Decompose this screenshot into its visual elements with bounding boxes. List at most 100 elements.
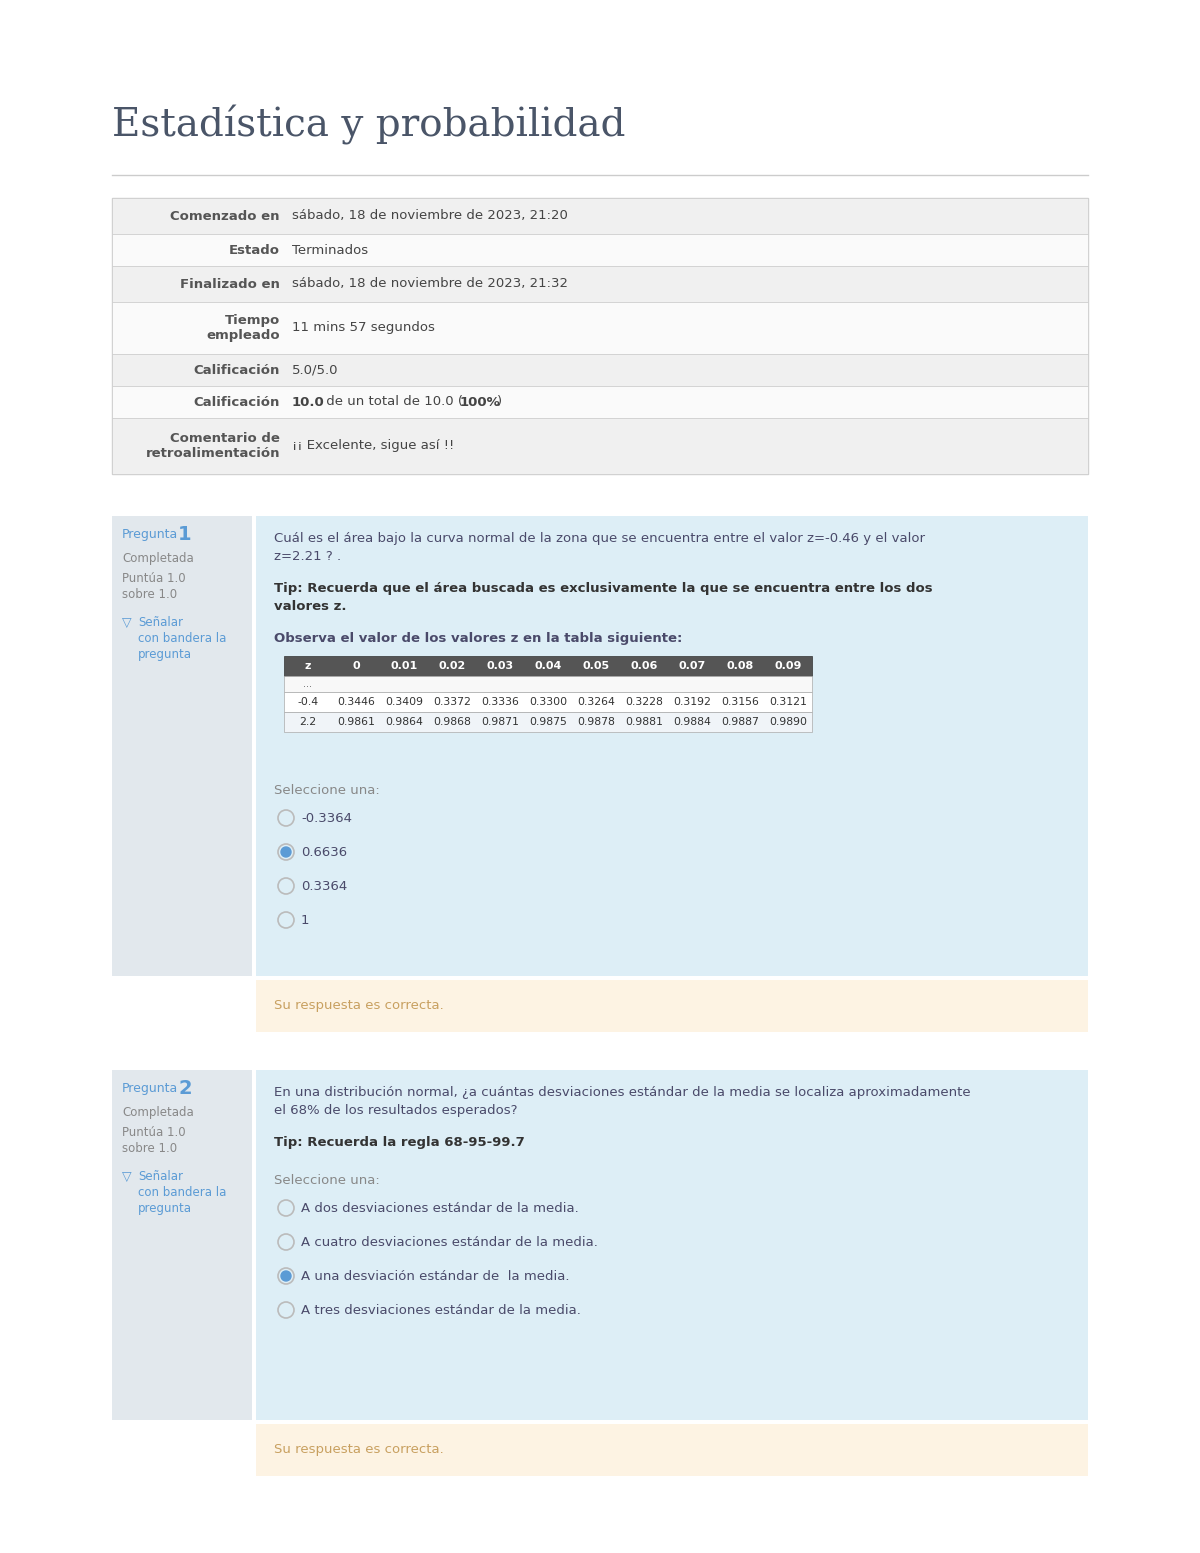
Text: Su respuesta es correcta.: Su respuesta es correcta.	[274, 1000, 444, 1013]
Text: 0.9861: 0.9861	[337, 717, 374, 727]
Text: 10.0: 10.0	[292, 396, 325, 408]
Text: ▽: ▽	[122, 617, 132, 629]
Text: 0.9871: 0.9871	[481, 717, 518, 727]
Text: 0.02: 0.02	[438, 662, 466, 671]
Text: pregunta: pregunta	[138, 1202, 192, 1214]
Text: 5.0/5.0: 5.0/5.0	[292, 363, 338, 376]
Text: Completada: Completada	[122, 1106, 193, 1120]
Text: 2: 2	[178, 1079, 192, 1098]
Text: Estado: Estado	[229, 244, 280, 256]
Text: Terminados: Terminados	[292, 244, 368, 256]
Text: 0.9864: 0.9864	[385, 717, 422, 727]
Bar	[112, 1070, 252, 1419]
Text: con bandera la: con bandera la	[138, 632, 227, 644]
Text: 0.3409: 0.3409	[385, 697, 424, 707]
Text: -0.3364: -0.3364	[301, 812, 352, 825]
Text: 0.9887: 0.9887	[721, 717, 758, 727]
Text: sábado, 18 de noviembre de 2023, 21:20: sábado, 18 de noviembre de 2023, 21:20	[292, 210, 568, 222]
Text: Estadística y probabilidad: Estadística y probabilidad	[112, 106, 625, 144]
Text: -0.4: -0.4	[298, 697, 318, 707]
Text: 11 mins 57 segundos: 11 mins 57 segundos	[292, 321, 434, 334]
Text: Tiempo
empleado: Tiempo empleado	[206, 314, 280, 342]
Text: 0.9881: 0.9881	[625, 717, 662, 727]
Text: pregunta: pregunta	[138, 648, 192, 662]
Text: 0.9890: 0.9890	[769, 717, 808, 727]
Bar	[284, 676, 812, 693]
Text: Cuál es el área bajo la curva normal de la zona que se encuentra entre el valor : Cuál es el área bajo la curva normal de …	[274, 533, 925, 545]
Text: sábado, 18 de noviembre de 2023, 21:32: sábado, 18 de noviembre de 2023, 21:32	[292, 278, 568, 290]
Text: de un total de 10.0 (: de un total de 10.0 (	[322, 396, 463, 408]
Text: 0.3228: 0.3228	[625, 697, 662, 707]
Text: 1: 1	[178, 525, 192, 544]
Text: Pregunta: Pregunta	[122, 528, 179, 540]
Text: sobre 1.0: sobre 1.0	[122, 589, 178, 601]
Text: el 68% de los resultados esperados?: el 68% de los resultados esperados?	[274, 1104, 517, 1117]
Text: 0.3300: 0.3300	[529, 697, 568, 707]
Text: 0.05: 0.05	[582, 662, 610, 671]
Circle shape	[281, 846, 292, 857]
Bar	[112, 197, 1088, 474]
Text: con bandera la: con bandera la	[138, 1186, 227, 1199]
Text: 0.3264: 0.3264	[577, 697, 614, 707]
Bar	[112, 516, 252, 975]
Text: 0.07: 0.07	[678, 662, 706, 671]
Text: 2.2: 2.2	[300, 717, 317, 727]
Text: ¡¡ Excelente, sigue así !!: ¡¡ Excelente, sigue así !!	[292, 439, 455, 452]
Text: Puntúa 1.0: Puntúa 1.0	[122, 1126, 186, 1138]
Text: Su respuesta es correcta.: Su respuesta es correcta.	[274, 1443, 444, 1457]
Text: Tip: Recuerda la regla 68-95-99.7: Tip: Recuerda la regla 68-95-99.7	[274, 1135, 524, 1149]
Text: Finalizado en: Finalizado en	[180, 278, 280, 290]
Text: valores z.: valores z.	[274, 599, 347, 613]
Text: 0.9878: 0.9878	[577, 717, 614, 727]
Text: 0: 0	[352, 662, 360, 671]
Text: ): )	[497, 396, 502, 408]
Text: Tip: Recuerda que el área buscada es exclusivamente la que se encuentra entre lo: Tip: Recuerda que el área buscada es exc…	[274, 582, 932, 595]
Bar	[112, 354, 1088, 387]
Text: 0.3372: 0.3372	[433, 697, 470, 707]
Bar	[112, 266, 1088, 301]
Bar	[112, 235, 1088, 266]
Bar	[284, 655, 812, 676]
Text: 0.6636: 0.6636	[301, 845, 347, 859]
Bar	[112, 387, 1088, 418]
Text: z=2.21 ? .: z=2.21 ? .	[274, 550, 341, 564]
Text: Pregunta: Pregunta	[122, 1082, 179, 1095]
Text: 0.9868: 0.9868	[433, 717, 470, 727]
Text: Seleccione una:: Seleccione una:	[274, 1174, 379, 1186]
Text: Comentario de
retroalimentación: Comentario de retroalimentación	[145, 432, 280, 460]
Bar	[112, 197, 1088, 235]
Text: Puntúa 1.0: Puntúa 1.0	[122, 572, 186, 585]
Text: Observa el valor de los valores z en la tabla siguiente:: Observa el valor de los valores z en la …	[274, 632, 683, 644]
Text: A dos desviaciones estándar de la media.: A dos desviaciones estándar de la media.	[301, 1202, 578, 1214]
Text: Señalar: Señalar	[138, 617, 182, 629]
Text: A cuatro desviaciones estándar de la media.: A cuatro desviaciones estándar de la med…	[301, 1236, 598, 1249]
Text: A tres desviaciones estándar de la media.: A tres desviaciones estándar de la media…	[301, 1303, 581, 1317]
Text: 0.3364: 0.3364	[301, 879, 347, 893]
Text: 0.06: 0.06	[630, 662, 658, 671]
Text: 0.9884: 0.9884	[673, 717, 710, 727]
Bar	[284, 693, 812, 711]
Text: z: z	[305, 662, 311, 671]
Text: 0.3156: 0.3156	[721, 697, 758, 707]
Text: Comenzado en: Comenzado en	[170, 210, 280, 222]
Bar	[284, 711, 812, 731]
Bar	[256, 1424, 1088, 1475]
Text: 0.01: 0.01	[390, 662, 418, 671]
Text: 0.9875: 0.9875	[529, 717, 566, 727]
Text: 0.3192: 0.3192	[673, 697, 710, 707]
Text: En una distribución normal, ¿a cuántas desviaciones estándar de la media se loca: En una distribución normal, ¿a cuántas d…	[274, 1086, 971, 1100]
Text: Seleccione una:: Seleccione una:	[274, 784, 379, 797]
Text: Calificación: Calificación	[193, 363, 280, 376]
Text: 0.04: 0.04	[534, 662, 562, 671]
Text: sobre 1.0: sobre 1.0	[122, 1141, 178, 1155]
Text: Señalar: Señalar	[138, 1169, 182, 1183]
Text: 100%: 100%	[460, 396, 500, 408]
Text: 0.3336: 0.3336	[481, 697, 518, 707]
Text: 1: 1	[301, 913, 310, 927]
Text: Completada: Completada	[122, 551, 193, 565]
Bar	[256, 1070, 1088, 1419]
Text: Calificación: Calificación	[193, 396, 280, 408]
Text: ...: ...	[304, 679, 312, 690]
Text: 0.3446: 0.3446	[337, 697, 374, 707]
Bar	[256, 516, 1088, 975]
